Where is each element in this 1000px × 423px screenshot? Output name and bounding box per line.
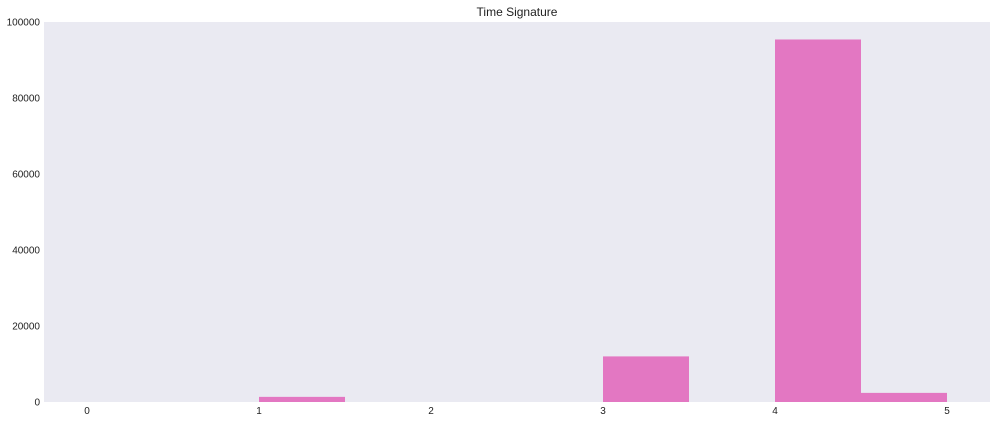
y-tick-label: 0 — [34, 398, 40, 409]
y-tick-label: 40000 — [12, 246, 40, 257]
y-tick-label: 60000 — [12, 170, 40, 181]
bar-6 — [603, 356, 689, 402]
x-tick-label: 3 — [600, 406, 606, 417]
bar-9 — [861, 392, 947, 402]
bars-group — [259, 39, 947, 402]
x-tick-label: 4 — [772, 406, 778, 417]
bar-8 — [775, 39, 861, 402]
y-axis-ticks: 0 20000 40000 60000 80000 100000 — [7, 18, 41, 409]
bar-2 — [259, 396, 345, 402]
x-tick-label: 5 — [944, 406, 950, 417]
y-tick-label: 20000 — [12, 322, 40, 333]
x-tick-label: 2 — [428, 406, 434, 417]
x-tick-label: 1 — [256, 406, 262, 417]
chart-title: Time Signature — [477, 5, 558, 19]
y-tick-label: 100000 — [7, 18, 41, 29]
x-axis-ticks: 0 1 2 3 4 5 — [84, 406, 950, 417]
y-tick-label: 80000 — [12, 94, 40, 105]
x-tick-label: 0 — [84, 406, 90, 417]
